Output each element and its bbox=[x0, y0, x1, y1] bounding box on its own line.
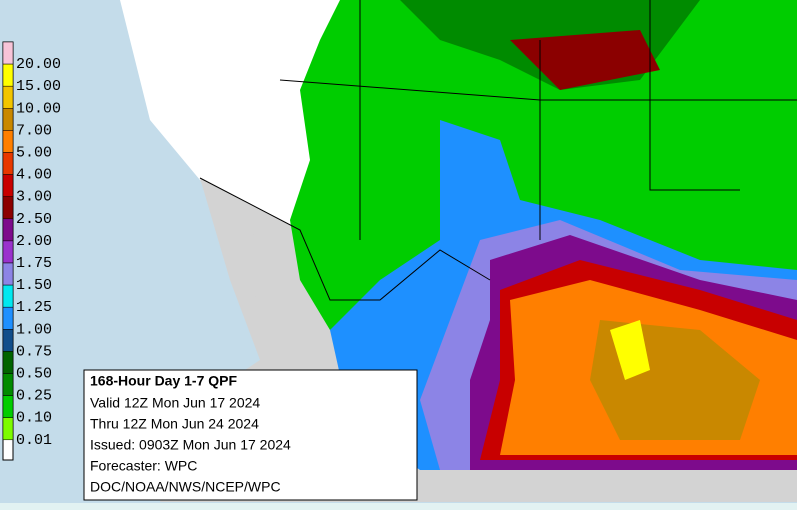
legend-label: 0.10 bbox=[16, 410, 52, 427]
legend-swatch bbox=[2, 240, 14, 264]
legend-swatch bbox=[2, 373, 14, 396]
legend-label: 2.00 bbox=[16, 233, 52, 250]
legend-label: 3.00 bbox=[16, 189, 52, 206]
legend-label: 1.25 bbox=[16, 299, 52, 316]
info-line: Issued: 0903Z Mon Jun 17 2024 bbox=[90, 437, 291, 453]
legend-swatch bbox=[2, 63, 14, 87]
legend-label: 1.50 bbox=[16, 277, 52, 294]
border bbox=[199, 177, 491, 301]
legend-label: 15.00 bbox=[16, 78, 61, 95]
legend-swatch bbox=[2, 130, 14, 153]
info-title: 168-Hour Day 1-7 QPF bbox=[90, 373, 237, 389]
state-borders bbox=[199, 0, 797, 301]
legend-label: 0.25 bbox=[16, 388, 52, 405]
legend-label: 5.00 bbox=[16, 144, 52, 161]
legend-label: 7.00 bbox=[16, 122, 52, 139]
legend-label: 2.50 bbox=[16, 211, 52, 228]
legend-label: 0.75 bbox=[16, 343, 52, 360]
precip-yellow bbox=[610, 320, 650, 380]
legend-label: 4.00 bbox=[16, 167, 52, 184]
legend-swatch bbox=[2, 284, 14, 308]
baja bbox=[200, 180, 300, 340]
legend-swatch bbox=[2, 174, 14, 197]
legend-label: 0.50 bbox=[16, 365, 52, 382]
info-line: Forecaster: WPC bbox=[90, 458, 197, 474]
legend-label: 0.01 bbox=[16, 432, 52, 449]
legend-swatch bbox=[2, 85, 14, 109]
info-line: Thru 12Z Mon Jun 24 2024 bbox=[90, 416, 259, 432]
legend-swatch bbox=[2, 196, 14, 220]
legend-label: 20.00 bbox=[16, 56, 61, 73]
legend-swatch bbox=[2, 351, 14, 374]
legend-swatch bbox=[2, 395, 14, 418]
legend-swatch bbox=[2, 262, 14, 286]
legend-swatch bbox=[2, 152, 14, 175]
precip-light bbox=[290, 0, 797, 330]
legend-label: 1.00 bbox=[16, 321, 52, 338]
legend-label: 1.75 bbox=[16, 255, 52, 272]
bottom-strip bbox=[0, 503, 797, 510]
legend-swatch bbox=[2, 41, 14, 65]
legend-swatch bbox=[2, 306, 14, 330]
info-box bbox=[83, 369, 418, 501]
legend-label: 10.00 bbox=[16, 100, 61, 117]
legend-swatch bbox=[2, 417, 14, 441]
info-lines: Valid 12Z Mon Jun 17 2024 Thru 12Z Mon Ju… bbox=[90, 395, 291, 495]
border bbox=[649, 0, 740, 191]
info-line: DOC/NOAA/NWS/NCEP/WPC bbox=[90, 479, 281, 495]
legend-swatch bbox=[2, 329, 14, 352]
info-line: Valid 12Z Mon Jun 17 2024 bbox=[90, 395, 260, 411]
legend: 20.00 15.00 10.00 7.00 5.00 4.00 3.00 2.50 2.00 1… bbox=[2, 41, 61, 449]
legend-swatch bbox=[2, 108, 14, 131]
legend-swatch bbox=[2, 218, 14, 242]
precip-north bbox=[510, 30, 660, 90]
